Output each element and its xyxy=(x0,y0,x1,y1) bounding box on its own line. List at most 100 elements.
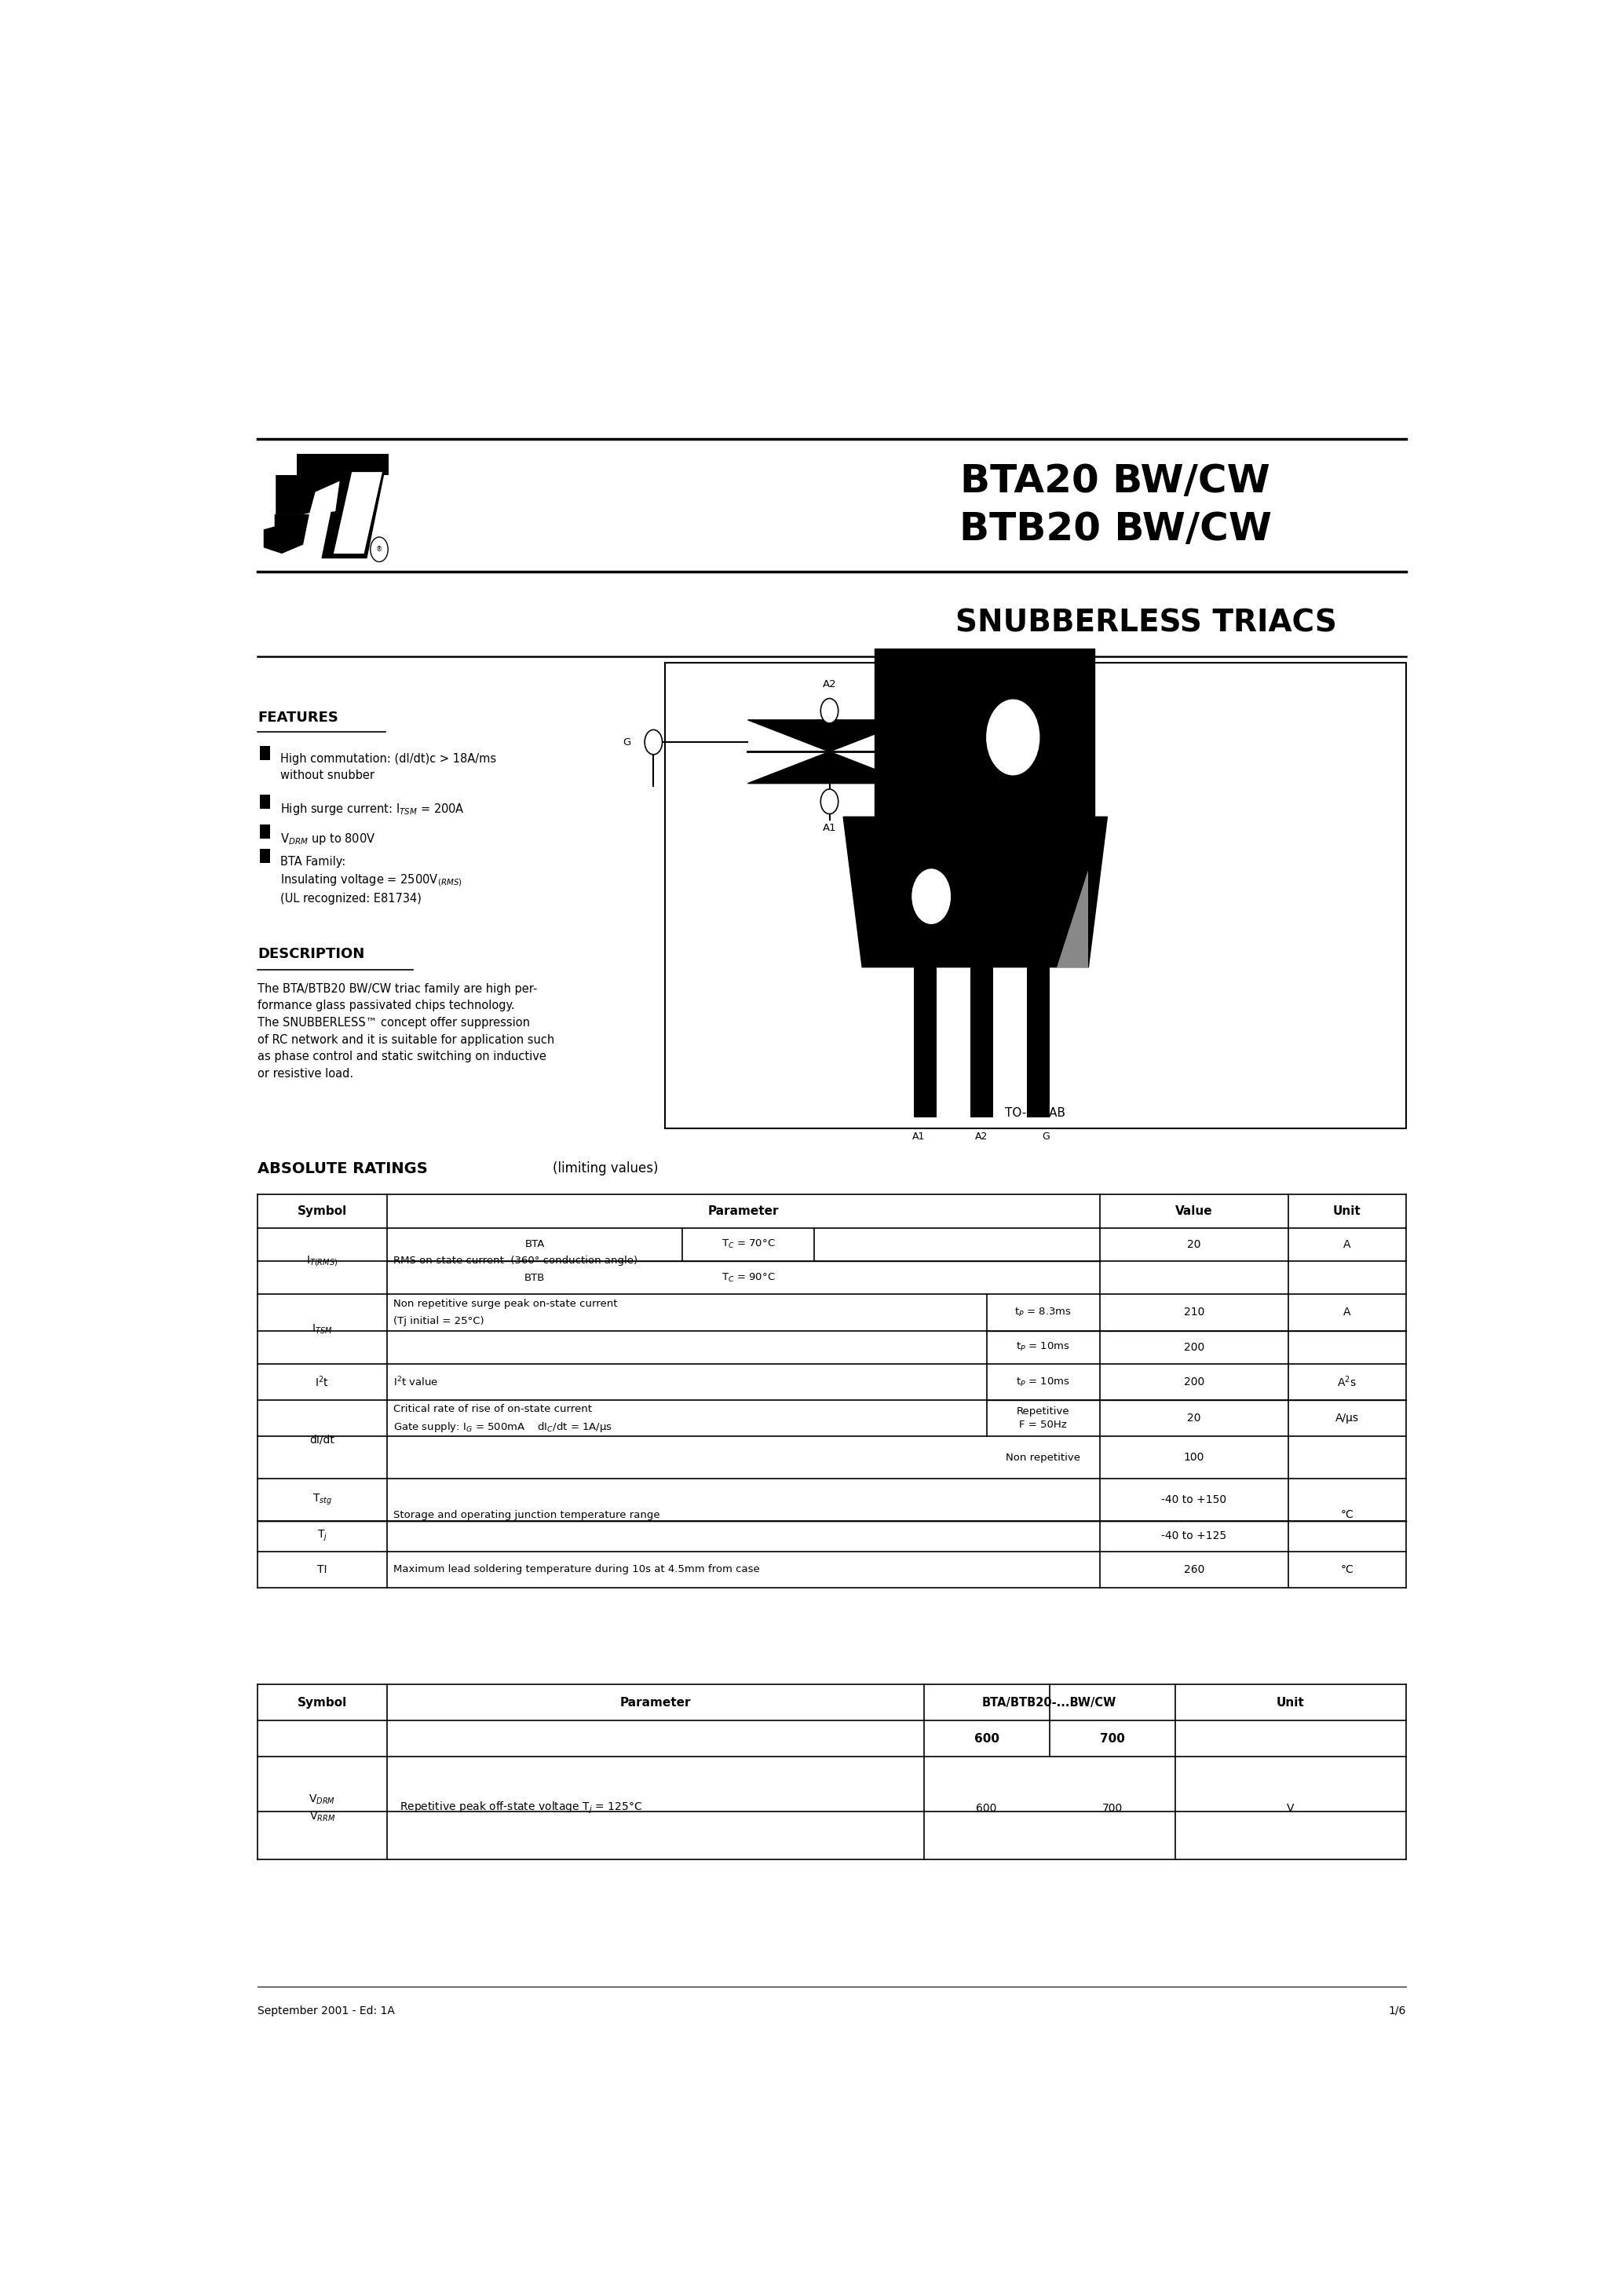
Bar xyxy=(913,967,936,1118)
Text: t$_P$ = 8.3ms: t$_P$ = 8.3ms xyxy=(1014,1306,1072,1318)
Text: Value: Value xyxy=(1176,1205,1213,1217)
Text: Storage and operating junction temperature range: Storage and operating junction temperatu… xyxy=(393,1511,660,1520)
Text: 210: 210 xyxy=(1184,1306,1204,1318)
Bar xyxy=(260,850,269,863)
Text: BTA Family:
Insulating voltage = 2500V$_{(RMS)}$
(UL recognized: E81734): BTA Family: Insulating voltage = 2500V$_… xyxy=(281,856,462,905)
Polygon shape xyxy=(843,817,1108,967)
Text: ABSOLUTE RATINGS: ABSOLUTE RATINGS xyxy=(258,1162,428,1176)
Text: Repetitive peak off-state voltage T$_j$ = 125°C: Repetitive peak off-state voltage T$_j$ … xyxy=(399,1800,642,1816)
Bar xyxy=(260,746,269,760)
Text: 260: 260 xyxy=(1184,1564,1204,1575)
Text: September 2001 - Ed: 1A: September 2001 - Ed: 1A xyxy=(258,2004,394,2016)
Circle shape xyxy=(821,790,839,813)
Text: 200: 200 xyxy=(1184,1341,1204,1352)
Polygon shape xyxy=(1058,870,1088,967)
Text: BTA20 BW/CW: BTA20 BW/CW xyxy=(960,461,1270,501)
Polygon shape xyxy=(276,475,339,514)
Text: A2: A2 xyxy=(975,1132,988,1141)
Circle shape xyxy=(644,730,662,755)
Text: °C: °C xyxy=(1340,1564,1353,1575)
Text: ®: ® xyxy=(376,546,383,553)
Text: 1/6: 1/6 xyxy=(1388,2004,1406,2016)
Text: A: A xyxy=(1343,1306,1351,1318)
Text: G: G xyxy=(623,737,631,746)
Bar xyxy=(874,650,1095,817)
Text: FEATURES: FEATURES xyxy=(258,712,339,726)
Text: 600: 600 xyxy=(973,1733,999,1745)
Text: T$_C$ = 90°C: T$_C$ = 90°C xyxy=(722,1272,775,1283)
Text: I$_{TSM}$: I$_{TSM}$ xyxy=(311,1322,333,1336)
Text: A1: A1 xyxy=(822,822,837,833)
Text: dI/dt: dI/dt xyxy=(310,1435,334,1444)
Text: BTB20 BW/CW: BTB20 BW/CW xyxy=(959,510,1272,549)
Text: V$_{DRM}$
V$_{RRM}$: V$_{DRM}$ V$_{RRM}$ xyxy=(308,1793,336,1823)
Text: Repetitive
F = 50Hz: Repetitive F = 50Hz xyxy=(1017,1407,1069,1430)
Polygon shape xyxy=(310,482,339,514)
Text: BTA: BTA xyxy=(524,1240,545,1249)
Text: Symbol: Symbol xyxy=(297,1205,347,1217)
Text: Critical rate of rise of on-state current: Critical rate of rise of on-state curren… xyxy=(393,1405,592,1414)
Text: I$^2$t: I$^2$t xyxy=(315,1375,329,1389)
Text: Unit: Unit xyxy=(1333,1205,1361,1217)
Text: DESCRIPTION: DESCRIPTION xyxy=(258,946,365,960)
Circle shape xyxy=(821,698,839,723)
Text: -40 to +150: -40 to +150 xyxy=(1161,1495,1226,1506)
Polygon shape xyxy=(264,514,310,553)
Text: RMS on-state current  (360° conduction angle): RMS on-state current (360° conduction an… xyxy=(393,1256,637,1265)
Text: -40 to +125: -40 to +125 xyxy=(1161,1531,1226,1541)
Text: °C: °C xyxy=(1340,1508,1353,1520)
Text: 700: 700 xyxy=(1100,1733,1124,1745)
Text: TI: TI xyxy=(318,1564,328,1575)
Text: I$^2$t value: I$^2$t value xyxy=(393,1375,438,1389)
Text: SNUBBERLESS TRIACS: SNUBBERLESS TRIACS xyxy=(955,608,1337,638)
Text: 200: 200 xyxy=(1184,1378,1204,1387)
Text: BTA/BTB20-...BW/CW: BTA/BTB20-...BW/CW xyxy=(983,1697,1116,1708)
Text: I$_{T(RMS)}$: I$_{T(RMS)}$ xyxy=(307,1254,337,1267)
Text: A2: A2 xyxy=(822,680,837,689)
Text: T$_{stg}$: T$_{stg}$ xyxy=(313,1492,333,1506)
Text: T$_j$: T$_j$ xyxy=(316,1529,328,1543)
Text: Maximum lead soldering temperature during 10s at 4.5mm from case: Maximum lead soldering temperature durin… xyxy=(393,1564,759,1575)
Text: 20: 20 xyxy=(1187,1412,1200,1424)
Circle shape xyxy=(912,868,952,925)
Text: Non repetitive: Non repetitive xyxy=(1006,1453,1080,1463)
Text: V$_{DRM}$ up to 800V: V$_{DRM}$ up to 800V xyxy=(281,831,375,847)
Text: (limiting values): (limiting values) xyxy=(553,1162,659,1176)
Text: (Tj initial = 25°C): (Tj initial = 25°C) xyxy=(393,1316,483,1327)
Text: t$_P$ = 10ms: t$_P$ = 10ms xyxy=(1015,1341,1071,1352)
Text: G: G xyxy=(1041,1132,1049,1141)
Text: High commutation: (dI/dt)c > 18A/ms
without snubber: High commutation: (dI/dt)c > 18A/ms with… xyxy=(281,753,496,781)
Text: Non repetitive surge peak on-state current: Non repetitive surge peak on-state curre… xyxy=(393,1300,618,1309)
Polygon shape xyxy=(334,473,383,553)
Text: 20: 20 xyxy=(1187,1240,1200,1249)
Text: Parameter: Parameter xyxy=(707,1205,779,1217)
Text: Parameter: Parameter xyxy=(620,1697,691,1708)
Text: Gate supply: I$_G$ = 500mA    dI$_C$/dt = 1A/µs: Gate supply: I$_G$ = 500mA dI$_C$/dt = 1… xyxy=(393,1421,611,1433)
Bar xyxy=(665,664,1406,1127)
Text: 700: 700 xyxy=(1101,1802,1122,1814)
Bar xyxy=(297,455,388,475)
Text: 100: 100 xyxy=(1184,1451,1204,1463)
Polygon shape xyxy=(321,455,388,558)
Text: TO-220AB: TO-220AB xyxy=(1006,1107,1066,1118)
Text: t$_P$ = 10ms: t$_P$ = 10ms xyxy=(1015,1375,1071,1387)
Bar xyxy=(1027,967,1049,1118)
Bar xyxy=(260,794,269,808)
Circle shape xyxy=(985,698,1041,776)
Bar xyxy=(260,824,269,838)
Text: A1: A1 xyxy=(913,1132,925,1141)
Text: Symbol: Symbol xyxy=(297,1697,347,1708)
Text: 600: 600 xyxy=(976,1802,998,1814)
Text: BTB: BTB xyxy=(524,1272,545,1283)
Text: A/µs: A/µs xyxy=(1335,1412,1359,1424)
Text: T$_C$ = 70°C: T$_C$ = 70°C xyxy=(722,1238,775,1251)
Polygon shape xyxy=(748,721,912,751)
Bar xyxy=(970,967,993,1118)
Text: A$^2$s: A$^2$s xyxy=(1337,1375,1356,1389)
Text: High surge current: I$_{TSM}$ = 200A: High surge current: I$_{TSM}$ = 200A xyxy=(281,801,464,817)
Text: The BTA/BTB20 BW/CW triac family are high per-
formance glass passivated chips t: The BTA/BTB20 BW/CW triac family are hig… xyxy=(258,983,555,1079)
Text: Unit: Unit xyxy=(1277,1697,1304,1708)
Polygon shape xyxy=(748,751,912,783)
Text: A: A xyxy=(1343,1240,1351,1249)
Text: V: V xyxy=(1286,1802,1294,1814)
